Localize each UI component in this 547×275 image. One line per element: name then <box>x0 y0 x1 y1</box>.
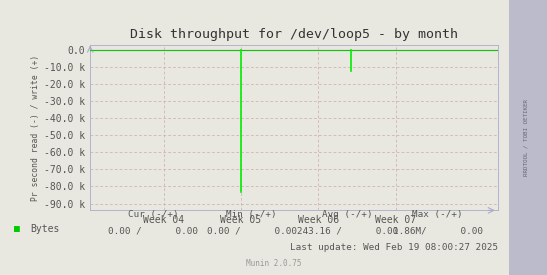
Text: Last update: Wed Feb 19 08:00:27 2025: Last update: Wed Feb 19 08:00:27 2025 <box>290 243 498 252</box>
Text: 243.16 /      0.00: 243.16 / 0.00 <box>296 226 398 235</box>
Text: Bytes: Bytes <box>30 224 60 234</box>
Text: ■: ■ <box>14 224 20 234</box>
Text: Max (-/+): Max (-/+) <box>412 210 463 219</box>
Text: 1.86M/      0.00: 1.86M/ 0.00 <box>393 226 482 235</box>
Text: Cur (-/+): Cur (-/+) <box>128 210 178 219</box>
Text: Avg (-/+): Avg (-/+) <box>322 210 373 219</box>
Title: Disk throughput for /dev/loop5 - by month: Disk throughput for /dev/loop5 - by mont… <box>130 28 458 42</box>
Y-axis label: Pr second read (-) / write (+): Pr second read (-) / write (+) <box>31 55 40 201</box>
Text: Min (-/+): Min (-/+) <box>226 210 277 219</box>
Text: 0.00 /      0.00: 0.00 / 0.00 <box>207 226 296 235</box>
Text: RRDTOOL / TOBI OETIKER: RRDTOOL / TOBI OETIKER <box>523 99 528 176</box>
Text: Munin 2.0.75: Munin 2.0.75 <box>246 259 301 268</box>
Text: 0.00 /      0.00: 0.00 / 0.00 <box>108 226 198 235</box>
